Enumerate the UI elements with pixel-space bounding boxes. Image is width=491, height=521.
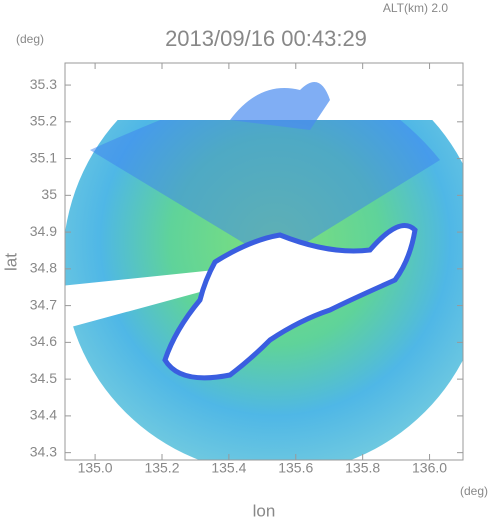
y-tick-label: 34.4	[30, 407, 57, 423]
y-tick-label: 34.7	[30, 296, 57, 312]
chart-title: 2013/09/16 00:43:29	[165, 26, 367, 51]
x-tick-label: 135.4	[211, 460, 246, 476]
echo-top	[230, 82, 330, 130]
y-tick-label: 35.2	[30, 113, 57, 129]
x-tick-label: 135.0	[78, 460, 113, 476]
x-tick-label: 135.2	[144, 460, 179, 476]
y-tick-label: 34.5	[30, 370, 57, 386]
x-tick-label: 135.6	[278, 460, 313, 476]
x-unit: (deg)	[460, 484, 488, 498]
x-tick-label: 136.0	[412, 460, 447, 476]
y-tick-label: 34.3	[30, 443, 57, 459]
beam-blockage	[65, 270, 215, 329]
y-tick-label: 35.3	[30, 76, 57, 92]
x-tick-label: 135.8	[345, 460, 380, 476]
y-unit: (deg)	[16, 32, 44, 46]
no-echo-area	[162, 223, 418, 381]
altitude-label: ALT(km) 2.0	[383, 1, 448, 15]
y-tick-label: 35.1	[30, 149, 57, 165]
y-tick-label: 34.9	[30, 223, 57, 239]
plot-frame	[64, 62, 464, 461]
radar-field	[65, 63, 463, 460]
y-tick-label: 34.8	[30, 260, 57, 276]
y-tick-label: 35	[41, 186, 57, 202]
y-axis-label: lat	[1, 253, 20, 271]
x-axis-label: lon	[253, 501, 276, 520]
y-tick-label: 34.6	[30, 333, 57, 349]
